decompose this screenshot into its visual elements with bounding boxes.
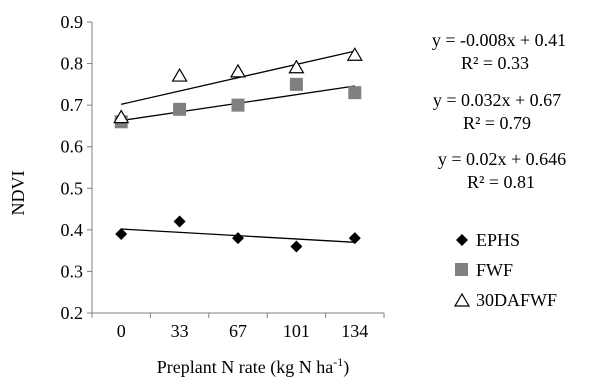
legend: EPHS FWF 30DAFWF bbox=[453, 230, 557, 310]
legend-marker-ephs bbox=[456, 234, 468, 246]
x-axis-label-main: Preplant N rate (kg N ha bbox=[157, 357, 333, 378]
point-30dafwf bbox=[229, 63, 247, 78]
x-tick-label: 33 bbox=[171, 321, 189, 341]
point-fwf bbox=[173, 102, 187, 116]
trendline-30dafwf bbox=[121, 50, 355, 105]
point-ephs bbox=[173, 215, 186, 228]
legend-item-ephs: EPHS bbox=[456, 230, 520, 250]
legend-marker-30dafwf bbox=[453, 292, 471, 307]
legend-item-fwf: FWF bbox=[455, 260, 513, 280]
point-fwf bbox=[231, 98, 245, 112]
equation-fwf: y = 0.032x + 0.67 bbox=[433, 90, 561, 110]
point-ephs bbox=[115, 228, 128, 241]
point-ephs bbox=[290, 240, 303, 253]
y-tick-label: 0.4 bbox=[61, 220, 84, 240]
legend-label-ephs: EPHS bbox=[476, 230, 520, 250]
equation-30dafwf: y = -0.008x + 0.41 bbox=[432, 30, 566, 50]
x-tick-label: 67 bbox=[229, 321, 247, 341]
data-points bbox=[113, 47, 363, 253]
point-ephs bbox=[232, 232, 244, 245]
r2-30dafwf: R² = 0.33 bbox=[461, 53, 529, 73]
x-tick-label: 134 bbox=[341, 321, 368, 341]
y-tick-label: 0.2 bbox=[61, 303, 84, 323]
y-tick-label: 0.7 bbox=[61, 95, 84, 115]
x-tick-label: 0 bbox=[117, 321, 126, 341]
equation-group-fwf: y = 0.032x + 0.67 R² = 0.79 bbox=[433, 90, 561, 133]
point-30dafwf bbox=[288, 59, 305, 74]
point-fwf bbox=[348, 86, 362, 100]
y-tick-label: 0.3 bbox=[61, 261, 84, 281]
y-tick-label: 0.8 bbox=[61, 54, 84, 74]
y-tick-label: 0.5 bbox=[61, 178, 84, 198]
point-ephs bbox=[348, 232, 361, 245]
point-30dafwf bbox=[171, 67, 188, 82]
equation-group-30dafwf: y = -0.008x + 0.41 R² = 0.33 bbox=[432, 30, 566, 73]
legend-marker-fwf bbox=[455, 263, 468, 276]
point-fwf bbox=[289, 77, 303, 91]
y-tick-label: 0.6 bbox=[61, 137, 84, 157]
legend-label-fwf: FWF bbox=[476, 260, 513, 280]
r2-ephs: R² = 0.81 bbox=[467, 172, 535, 192]
equation-ephs: y = 0.02x + 0.646 bbox=[438, 149, 566, 169]
trendlines bbox=[121, 50, 355, 243]
y-axis-label: NDVI bbox=[8, 171, 28, 216]
point-30dafwf bbox=[346, 47, 363, 61]
legend-label-30dafwf: 30DAFWF bbox=[476, 290, 557, 310]
x-axis-label-superscript: -1 bbox=[333, 355, 343, 369]
axes: 0.2 0.3 0.4 0.5 0.6 0.7 0.8 0.9 0 33 67 101 134 bbox=[61, 12, 385, 341]
x-axis-label: Preplant N rate (kg N ha-1) bbox=[157, 355, 349, 378]
y-tick-label: 0.9 bbox=[61, 12, 84, 32]
r2-fwf: R² = 0.79 bbox=[463, 113, 531, 133]
x-axis-label-close: ) bbox=[343, 357, 349, 378]
legend-item-30dafwf: 30DAFWF bbox=[453, 290, 557, 310]
equation-group-ephs: y = 0.02x + 0.646 R² = 0.81 bbox=[438, 149, 566, 192]
x-tick-label: 101 bbox=[283, 321, 310, 341]
point-30dafwf bbox=[113, 109, 130, 124]
